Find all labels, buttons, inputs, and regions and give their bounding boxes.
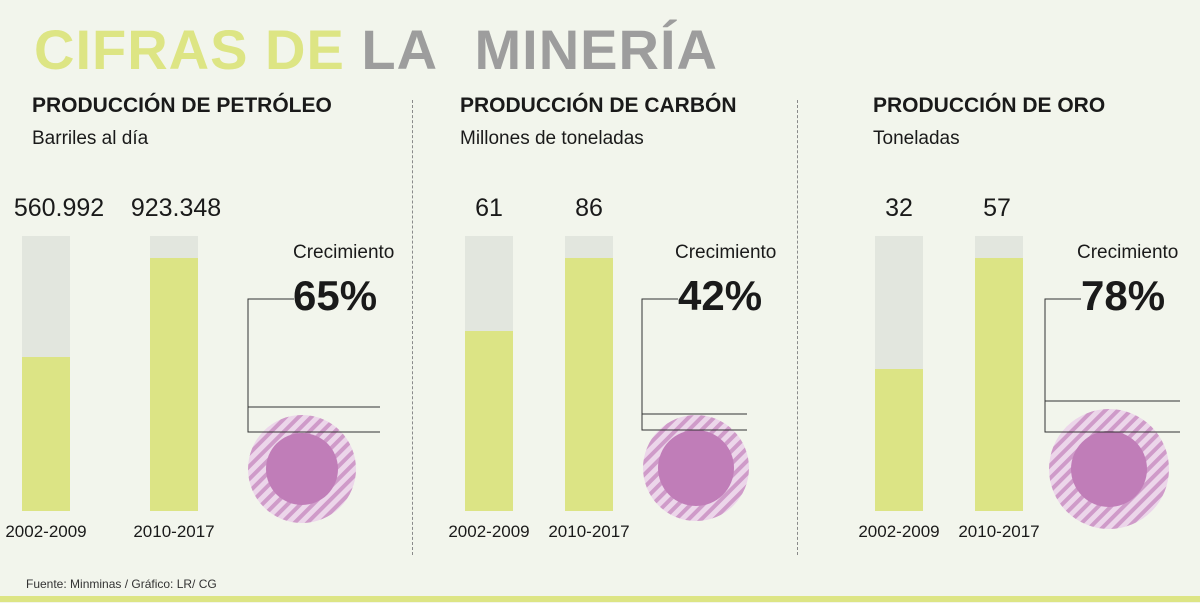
growth-bracket xyxy=(641,298,747,431)
title-part-3: MINERÍA xyxy=(474,18,718,81)
bar-2002-2009 xyxy=(875,369,923,511)
panel-divider xyxy=(797,100,798,555)
panel-unit: Barriles al día xyxy=(32,128,149,149)
growth-inner-circle xyxy=(1071,431,1147,507)
bar-value-label: 86 xyxy=(575,194,603,222)
bar-2002-2009 xyxy=(465,331,513,511)
year-label: 2002-2009 xyxy=(448,522,530,541)
panel-title: PRODUCCIÓN DE PETRÓLEO xyxy=(32,94,332,117)
growth-bracket xyxy=(247,298,380,433)
infographic-title: CIFRAS DE LA MINERÍA xyxy=(34,14,718,86)
bar-track xyxy=(150,236,198,511)
bar-value-label: 923.348 xyxy=(130,194,222,222)
panel-petroleo: PRODUCCIÓN DE PETRÓLEO Barriles al día 5… xyxy=(0,0,400,580)
panel-unit: Millones de toneladas xyxy=(460,128,644,149)
bar-track xyxy=(565,236,613,511)
growth-bracket xyxy=(1044,298,1180,433)
bar-2010-2017 xyxy=(150,258,198,511)
bar-track xyxy=(22,236,70,511)
panel-oro: PRODUCCIÓN DE ORO Toneladas 32 57 2002-2… xyxy=(800,0,1200,580)
bar-2010-2017 xyxy=(975,258,1023,511)
title-part-1: CIFRAS DE xyxy=(34,18,345,81)
bar-track xyxy=(465,236,513,511)
panel-carbon: PRODUCCIÓN DE CARBÓN Millones de tonelad… xyxy=(416,0,816,580)
growth-label: Crecimiento xyxy=(675,242,777,263)
bottom-accent-line xyxy=(0,596,1200,602)
source-footer: Fuente: Minminas / Gráfico: LR/ CG xyxy=(26,577,217,591)
bar-value-label: 560.992 xyxy=(13,194,105,222)
year-label: 2010-2017 xyxy=(133,522,215,541)
growth-label: Crecimiento xyxy=(1077,242,1179,263)
growth-graphic xyxy=(641,298,749,521)
growth-graphic xyxy=(247,298,380,523)
bar-value-label: 57 xyxy=(983,194,1011,222)
growth-label: Crecimiento xyxy=(293,242,395,263)
year-label: 2002-2009 xyxy=(5,522,87,541)
growth-value: 42% xyxy=(678,272,763,319)
growth-graphic xyxy=(1044,298,1180,529)
growth-value: 78% xyxy=(1081,272,1166,319)
growth-value: 65% xyxy=(293,272,378,319)
growth-inner-circle xyxy=(658,430,734,506)
panel-divider xyxy=(412,100,413,555)
panel-title: PRODUCCIÓN DE ORO xyxy=(873,94,1106,117)
panel-title: PRODUCCIÓN DE CARBÓN xyxy=(460,94,737,117)
bar-2010-2017 xyxy=(565,258,613,511)
title-part-2: LA xyxy=(361,18,436,81)
bar-track xyxy=(975,236,1023,511)
bar-track xyxy=(875,236,923,511)
year-label: 2010-2017 xyxy=(548,522,630,541)
year-label: 2010-2017 xyxy=(958,522,1040,541)
panel-unit: Toneladas xyxy=(873,128,960,149)
bar-2002-2009 xyxy=(22,357,70,511)
growth-inner-circle xyxy=(266,433,338,505)
year-label: 2002-2009 xyxy=(858,522,940,541)
bar-value-label: 32 xyxy=(885,194,913,222)
bar-value-label: 61 xyxy=(475,194,503,222)
